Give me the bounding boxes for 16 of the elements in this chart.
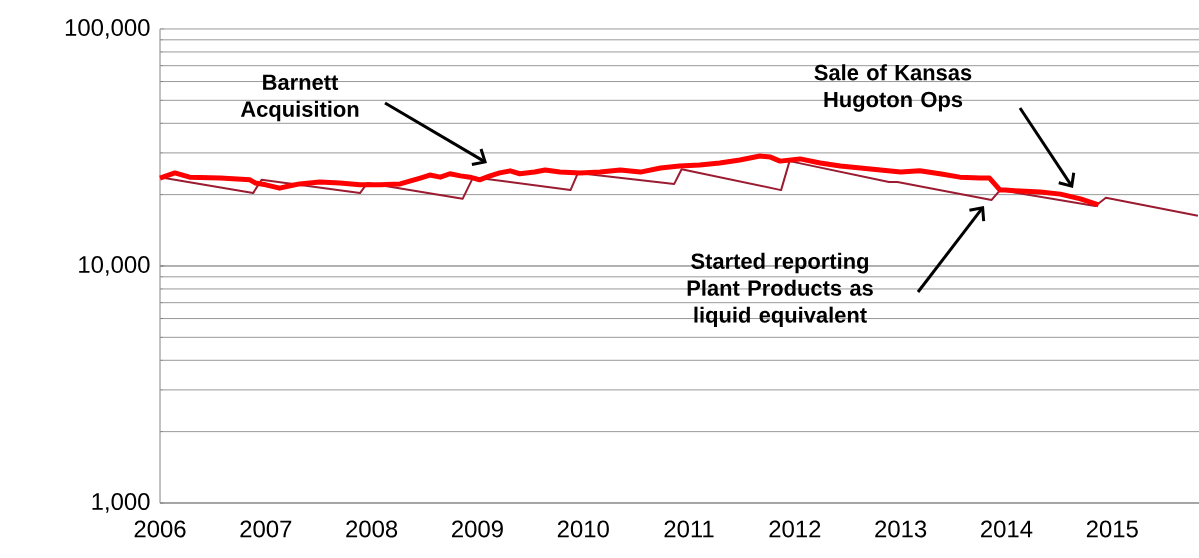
y-tick-label: 100,000 (65, 19, 150, 39)
x-tick-label: 2013 (875, 520, 927, 538)
x-tick-label: 2014 (981, 520, 1033, 538)
x-tick-label: 2015 (1086, 520, 1138, 538)
x-tick-label: 2007 (240, 520, 292, 538)
x-tick-label: 2010 (557, 520, 609, 538)
annotation: Barnett Acquisition (240, 74, 359, 122)
x-tick-label: 2011 (664, 520, 714, 538)
annotation: Sale of Kansas Hugoton Ops (814, 64, 972, 112)
y-tick-label: 1,000 (92, 493, 150, 513)
y-tick-label: 10,000 (79, 256, 150, 276)
x-tick-label: 2006 (134, 520, 186, 538)
x-tick-label: 2012 (769, 520, 821, 538)
x-tick-label: 2008 (346, 520, 398, 538)
x-tick-label: 2009 (452, 520, 503, 538)
annotation: Started reporting Plant Products as liquid equivalent (687, 252, 873, 328)
